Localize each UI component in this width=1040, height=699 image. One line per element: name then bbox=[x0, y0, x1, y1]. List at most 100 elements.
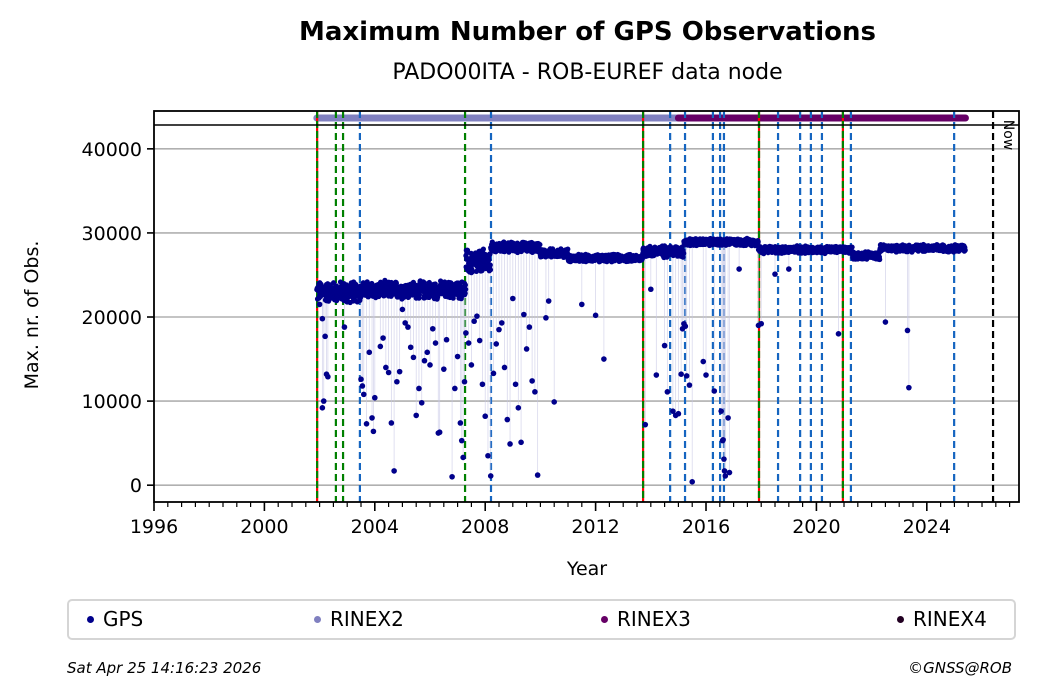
gps-outlier-point bbox=[461, 378, 468, 385]
gps-outlier-point bbox=[443, 336, 450, 343]
gps-outlier-point bbox=[601, 356, 607, 362]
x-tick-label: 2020 bbox=[792, 516, 840, 538]
gps-outlier-point bbox=[402, 320, 408, 326]
gps-outlier-point bbox=[683, 373, 690, 379]
gps-outlier-point bbox=[532, 389, 538, 395]
gps-outlier-point bbox=[476, 337, 483, 344]
copyright: ©GNSS@ROB bbox=[908, 659, 1012, 677]
gps-outlier-point bbox=[882, 319, 889, 325]
gps-outlier-point bbox=[592, 312, 599, 319]
x-axis-label: Year bbox=[566, 558, 607, 580]
gps-outlier-point bbox=[579, 301, 585, 308]
gps-outlier-point bbox=[487, 473, 494, 479]
gps-outlier-point bbox=[341, 324, 348, 330]
gps-point bbox=[462, 290, 468, 296]
gps-outlier-point bbox=[363, 421, 370, 427]
gps-outlier-point bbox=[490, 370, 497, 377]
gps-outlier-point bbox=[474, 313, 480, 319]
gps-outlier-point bbox=[515, 405, 522, 411]
gps-outlier-point bbox=[416, 385, 422, 392]
gps-point bbox=[448, 280, 454, 286]
gps-outlier-point bbox=[642, 421, 649, 428]
gps-outlier-point bbox=[545, 298, 552, 304]
gps-outlier-point bbox=[758, 320, 765, 327]
gps-outlier-point bbox=[661, 342, 668, 349]
x-tick-label: 2008 bbox=[461, 516, 509, 538]
gps-outlier-point bbox=[772, 271, 778, 277]
gps-points bbox=[314, 235, 968, 485]
gps-outlier-point bbox=[653, 372, 660, 378]
gps-outlier-point bbox=[720, 436, 726, 443]
gps-outlier-point bbox=[372, 394, 378, 401]
gps-outlier-point bbox=[359, 383, 366, 389]
y-tick-label: 20000 bbox=[82, 307, 142, 329]
gps-outlier-point bbox=[360, 391, 367, 398]
gps-outlier-point bbox=[485, 452, 491, 459]
gps-point bbox=[450, 295, 456, 301]
legend-item-rinex4: RINEX4 bbox=[897, 607, 987, 631]
gps-outlier-point bbox=[320, 398, 327, 404]
gps-outlier-point bbox=[700, 358, 707, 365]
gps-point bbox=[877, 256, 883, 263]
legend-label: RINEX2 bbox=[330, 607, 404, 631]
gps-outlier-point bbox=[512, 381, 519, 388]
x-tick-label: 2000 bbox=[240, 516, 288, 538]
gps-outlier-point bbox=[703, 372, 709, 378]
gps-outlier-point bbox=[518, 439, 524, 446]
rinex2-marker-icon bbox=[314, 615, 321, 623]
gps-outlier-point bbox=[383, 364, 389, 371]
gps-outlier-point bbox=[682, 323, 689, 330]
x-tick-label: 1996 bbox=[130, 516, 178, 538]
gps-outlier-point bbox=[523, 346, 530, 352]
gps-outlier-point bbox=[507, 441, 513, 447]
gps-outlier-point bbox=[496, 326, 502, 333]
gps-point bbox=[537, 242, 543, 248]
rinex4-marker-icon bbox=[897, 615, 904, 623]
gps-outlier-point bbox=[427, 362, 433, 368]
gps-outlier-point bbox=[394, 378, 400, 385]
gps-outlier-point bbox=[482, 413, 489, 420]
gps-outlier-point bbox=[319, 405, 326, 411]
legend: GPS RINEX2 RINEX3 RINEX4 bbox=[67, 599, 1016, 640]
x-tick-label: 2012 bbox=[571, 516, 619, 538]
gps-outlier-point bbox=[686, 382, 693, 388]
gps-outlier-point bbox=[460, 454, 466, 461]
gps-outlier-point bbox=[458, 437, 465, 444]
gps-outlier-point bbox=[316, 301, 323, 308]
legend-item-rinex3: RINEX3 bbox=[601, 607, 691, 631]
gps-outlier-point bbox=[370, 428, 377, 435]
gps-outlier-point bbox=[675, 410, 682, 417]
gps-outlier-point bbox=[441, 366, 447, 372]
gps-outlier-point bbox=[736, 266, 742, 272]
gps-outlier-point bbox=[385, 369, 392, 376]
gps-outlier-point bbox=[504, 416, 511, 423]
gps-outlier-point bbox=[501, 364, 508, 371]
gps-outlier-point bbox=[510, 295, 516, 302]
gps-outlier-point bbox=[648, 286, 654, 293]
gps-outlier-point bbox=[380, 335, 386, 341]
gps-outlier-point bbox=[399, 306, 406, 313]
gps-outlier-point bbox=[786, 266, 792, 272]
legend-item-gps: GPS bbox=[87, 607, 143, 631]
gps-outlier-point bbox=[521, 311, 527, 318]
gps-point bbox=[849, 244, 855, 250]
gps-point bbox=[464, 247, 471, 253]
gps-outlier-point bbox=[449, 473, 455, 480]
gps-marker-icon bbox=[87, 615, 94, 623]
gps-outlier-point bbox=[465, 340, 472, 346]
gps-outlier-point bbox=[678, 371, 684, 377]
gps-outlier-point bbox=[463, 330, 469, 336]
legend-item-rinex2: RINEX2 bbox=[314, 607, 404, 631]
gps-outlier-point bbox=[471, 318, 477, 325]
gps-outlier-point bbox=[468, 362, 475, 368]
gps-point bbox=[487, 262, 493, 268]
gps-outlier-point bbox=[421, 357, 428, 364]
now-label: Now bbox=[1000, 120, 1016, 151]
gps-outlier-point bbox=[479, 381, 486, 388]
gps-outlier-point bbox=[722, 473, 729, 479]
y-tick-label: 10000 bbox=[82, 391, 142, 413]
x-tick-label: 2024 bbox=[903, 516, 951, 538]
gps-outlier-point bbox=[396, 368, 403, 375]
gps-point bbox=[755, 239, 761, 245]
